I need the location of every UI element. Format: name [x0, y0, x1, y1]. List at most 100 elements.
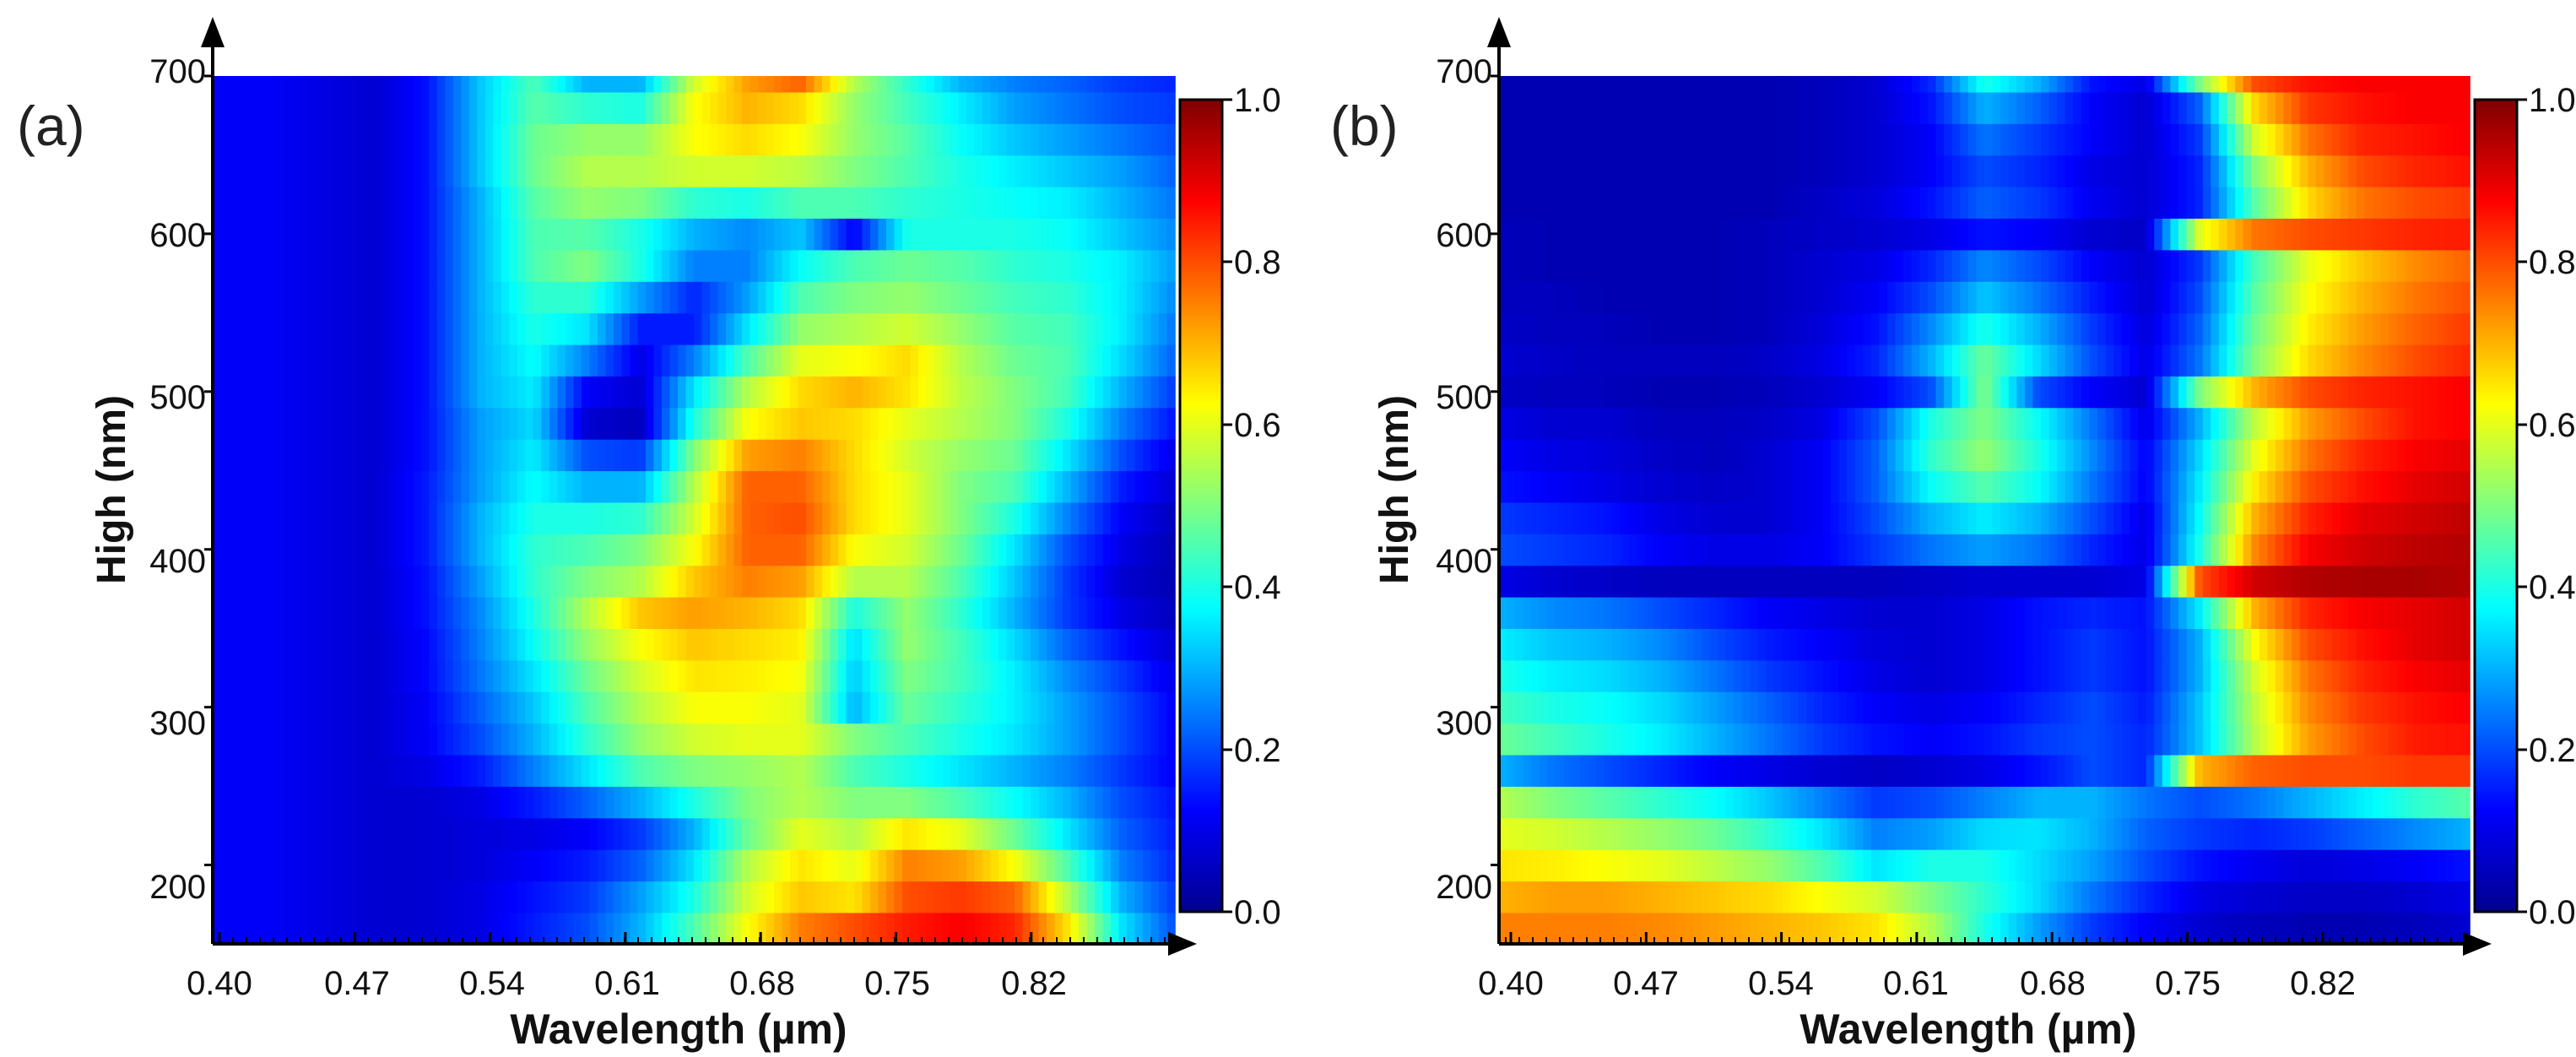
heatmap-cell: [2227, 912, 2236, 945]
heatmap-cell: [1134, 754, 1144, 787]
heatmap-cell: [926, 470, 935, 503]
heatmap-cell: [1159, 249, 1168, 282]
heatmap-cell: [2097, 565, 2107, 598]
heatmap-cell: [252, 596, 262, 629]
heatmap-cell: [461, 754, 470, 787]
heatmap-cell: [742, 754, 751, 787]
heatmap-cell: [1790, 912, 1799, 945]
heatmap-cell: [958, 912, 967, 945]
heatmap-cell: [1118, 754, 1128, 787]
heatmap-cell: [838, 249, 847, 282]
heatmap-cell: [878, 281, 887, 314]
heatmap-cell: [662, 565, 671, 598]
heatmap-cell: [846, 312, 855, 345]
heatmap-cell: [1022, 123, 1031, 156]
heatmap-cell: [325, 376, 334, 409]
heatmap-cell: [710, 470, 719, 503]
heatmap-cell: [317, 723, 326, 756]
heatmap-cell: [1047, 438, 1056, 472]
heatmap-cell: [2081, 628, 2091, 661]
heatmap-cell: [453, 848, 463, 882]
heatmap-cell: [694, 817, 703, 850]
heatmap-cell: [493, 344, 502, 377]
heatmap-cell: [2073, 659, 2082, 692]
heatmap-cell: [934, 501, 944, 534]
heatmap-cell: [774, 407, 783, 440]
heatmap-cell: [421, 691, 430, 724]
heatmap-cell: [509, 659, 518, 692]
heatmap-cell: [525, 501, 534, 534]
heatmap-cell: [525, 470, 534, 503]
heatmap-cell: [830, 881, 839, 913]
heatmap-cell: [1539, 723, 1549, 756]
heatmap-cell: [277, 534, 286, 566]
heatmap-cell: [750, 817, 759, 850]
heatmap-cell: [1733, 754, 1743, 787]
heatmap-cell: [2073, 565, 2082, 598]
panel-a: (a) 0.40 0.47 0.54 0.61 0.68 0.75 0.82 2…: [17, 17, 1281, 1053]
heatmap-cell: [236, 438, 246, 472]
heatmap-cell: [886, 123, 896, 156]
heatmap-cell: [2429, 565, 2438, 598]
heatmap-cell: [1709, 881, 1718, 913]
heatmap-cell: [1951, 691, 1962, 724]
heatmap-cell: [1086, 723, 1096, 756]
heatmap-cell: [1653, 723, 1662, 756]
heatmap-cell: [493, 249, 502, 282]
heatmap-cell: [2008, 691, 2018, 724]
heatmap-cell: [365, 218, 374, 251]
heatmap-cell: [557, 912, 566, 945]
heatmap-cell: [1927, 754, 1937, 787]
heatmap-cell: [493, 123, 502, 156]
heatmap-cell: [277, 438, 286, 472]
heatmap-cell: [245, 534, 254, 566]
heatmap-cell: [1118, 438, 1128, 472]
heatmap-cell: [261, 123, 270, 156]
heatmap-cell: [2308, 786, 2317, 819]
heatmap-cell: [2276, 659, 2285, 692]
x-tick-label: 0.47: [324, 965, 390, 1002]
heatmap-cell: [669, 848, 679, 882]
heatmap-cell: [1992, 848, 2001, 882]
heatmap-cell: [485, 912, 495, 945]
heatmap-cell: [846, 659, 855, 692]
heatmap-cell: [469, 659, 479, 692]
heatmap-cell: [236, 786, 246, 819]
heatmap-cell: [1830, 565, 1840, 598]
heatmap-cell: [261, 344, 270, 377]
heatmap-cell: [397, 470, 406, 503]
heatmap-cell: [573, 123, 582, 156]
heatmap-cell: [798, 912, 807, 945]
heatmap-cell: [2267, 596, 2276, 629]
heatmap-cell: [501, 438, 511, 472]
heatmap-cell: [862, 881, 871, 913]
heatmap-cell: [1499, 848, 1508, 882]
heatmap-cell: [517, 312, 527, 345]
heatmap-cell: [1911, 912, 1921, 945]
heatmap-cell: [662, 281, 671, 314]
heatmap-cell: [268, 76, 278, 93]
heatmap-cell: [1895, 786, 1904, 819]
heatmap-cell: [220, 786, 230, 819]
heatmap-cell: [236, 534, 246, 566]
heatmap-cell: [381, 154, 390, 187]
heatmap-cell: [236, 91, 246, 124]
heatmap-cell: [445, 501, 454, 534]
heatmap-cell: [694, 848, 703, 882]
heatmap-cell: [1507, 786, 1516, 819]
heatmap-cell: [766, 754, 775, 787]
heatmap-cell: [798, 218, 807, 251]
heatmap-cell: [2000, 628, 2010, 661]
heatmap-cell: [309, 154, 318, 187]
heatmap-cell: [1127, 344, 1136, 377]
heatmap-cell: [501, 534, 511, 566]
heatmap-cell: [974, 249, 983, 282]
heatmap-cell: [2259, 628, 2269, 661]
heatmap-cell: [2299, 848, 2309, 882]
heatmap-cell: [1111, 154, 1120, 187]
heatmap-cell: [2445, 659, 2454, 692]
heatmap-cell: [1563, 723, 1573, 756]
heatmap-cell: [669, 376, 679, 409]
heatmap-cell: [1757, 881, 1767, 913]
heatmap-cell: [1911, 754, 1921, 787]
